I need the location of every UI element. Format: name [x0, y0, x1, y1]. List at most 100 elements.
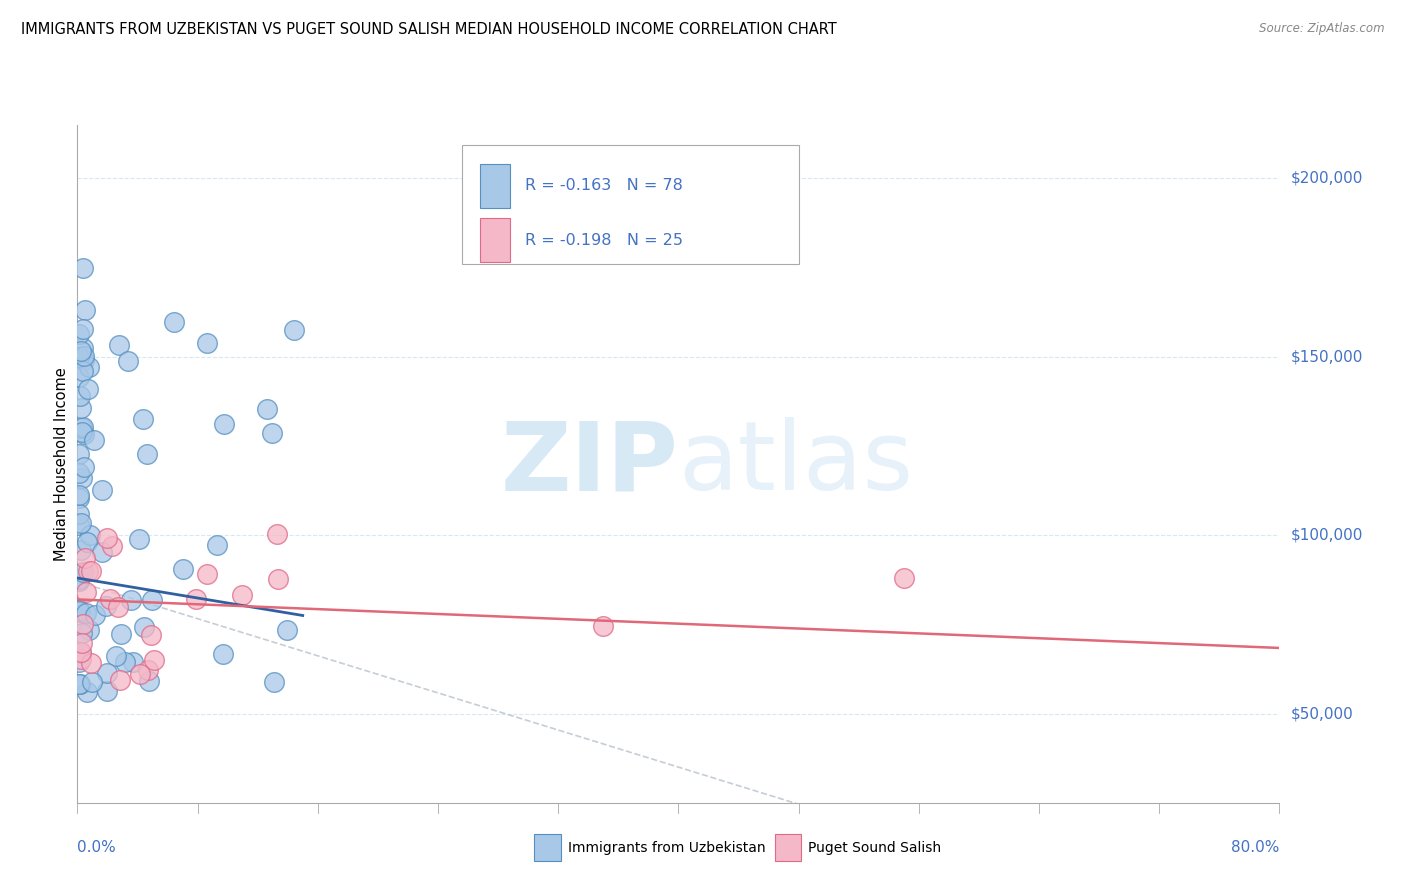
Point: [117, 354, 139, 368]
FancyBboxPatch shape: [775, 834, 801, 861]
Point: [96, 599, 118, 614]
Point: [98, 591, 121, 606]
Point: [184, 591, 207, 606]
Point: [72, 364, 94, 378]
Point: [67, 350, 90, 364]
Point: [70, 543, 93, 558]
Point: [76, 564, 98, 578]
Text: R = -0.198   N = 25: R = -0.198 N = 25: [524, 233, 682, 248]
Point: [139, 628, 162, 642]
Point: [276, 623, 298, 637]
Point: [67, 488, 90, 502]
Point: [72, 617, 94, 632]
Point: [67, 447, 90, 461]
Point: [107, 599, 129, 614]
Point: [256, 402, 278, 417]
Point: [67, 491, 90, 505]
Point: [79, 360, 101, 375]
Point: [163, 315, 186, 329]
Text: Source: ZipAtlas.com: Source: ZipAtlas.com: [1260, 22, 1385, 36]
Point: [73, 353, 96, 368]
Point: [91, 545, 114, 559]
Point: [132, 620, 155, 634]
Point: [72, 566, 94, 580]
Point: [83, 433, 105, 447]
Point: [172, 562, 194, 576]
Point: [195, 566, 218, 581]
Point: [72, 260, 94, 275]
Point: [70, 516, 93, 530]
Point: [283, 323, 305, 337]
Point: [73, 426, 96, 441]
Point: [72, 420, 94, 434]
Point: [77, 382, 100, 396]
Text: $50,000: $50,000: [1291, 706, 1354, 721]
Point: [104, 648, 127, 663]
Text: ZIP: ZIP: [501, 417, 679, 510]
Point: [128, 666, 150, 681]
Point: [73, 303, 96, 318]
Point: [114, 655, 136, 669]
Point: [67, 604, 90, 618]
Point: [67, 603, 90, 617]
Text: Immigrants from Uzbekistan: Immigrants from Uzbekistan: [568, 840, 765, 855]
Point: [67, 572, 90, 586]
Point: [67, 466, 90, 480]
Point: [143, 653, 166, 667]
Point: [70, 652, 93, 666]
Point: [128, 532, 150, 546]
Point: [266, 526, 288, 541]
Point: [73, 459, 96, 474]
Point: [79, 527, 101, 541]
Point: [75, 584, 97, 599]
Point: [108, 338, 131, 352]
Point: [70, 471, 93, 485]
Text: $150,000: $150,000: [1291, 350, 1362, 364]
Point: [211, 647, 233, 661]
Text: 0.0%: 0.0%: [77, 840, 117, 855]
Point: [592, 619, 614, 633]
Point: [96, 666, 118, 681]
Point: [96, 531, 118, 545]
Point: [67, 507, 90, 521]
Text: 80.0%: 80.0%: [1232, 840, 1279, 855]
Point: [72, 322, 94, 336]
FancyBboxPatch shape: [534, 834, 561, 861]
Point: [76, 685, 98, 699]
Point: [267, 572, 290, 586]
Point: [263, 675, 285, 690]
Text: $200,000: $200,000: [1291, 171, 1362, 186]
Text: R = -0.163   N = 78: R = -0.163 N = 78: [524, 178, 682, 194]
Point: [72, 349, 94, 363]
Point: [70, 636, 93, 650]
Text: IMMIGRANTS FROM UZBEKISTAN VS PUGET SOUND SALISH MEDIAN HOUSEHOLD INCOME CORRELA: IMMIGRANTS FROM UZBEKISTAN VS PUGET SOUN…: [21, 22, 837, 37]
Point: [69, 389, 91, 403]
Point: [893, 571, 915, 585]
Point: [132, 412, 155, 426]
Point: [69, 605, 91, 619]
Point: [72, 626, 94, 640]
Point: [80, 656, 103, 670]
Point: [70, 425, 93, 439]
Point: [70, 401, 93, 415]
Point: [70, 645, 93, 659]
Point: [91, 483, 114, 498]
Point: [138, 674, 160, 689]
Point: [100, 539, 122, 553]
Point: [195, 335, 218, 350]
Point: [69, 676, 91, 690]
Point: [70, 421, 93, 435]
FancyBboxPatch shape: [479, 218, 510, 262]
Point: [70, 343, 93, 358]
Point: [70, 646, 93, 660]
Point: [67, 603, 90, 617]
Text: Puget Sound Salish: Puget Sound Salish: [808, 840, 942, 855]
Point: [80, 565, 103, 579]
Point: [75, 550, 97, 565]
Point: [110, 673, 132, 687]
Point: [120, 593, 142, 607]
Point: [76, 534, 98, 549]
Point: [69, 326, 91, 341]
FancyBboxPatch shape: [479, 164, 510, 208]
Point: [110, 626, 132, 640]
